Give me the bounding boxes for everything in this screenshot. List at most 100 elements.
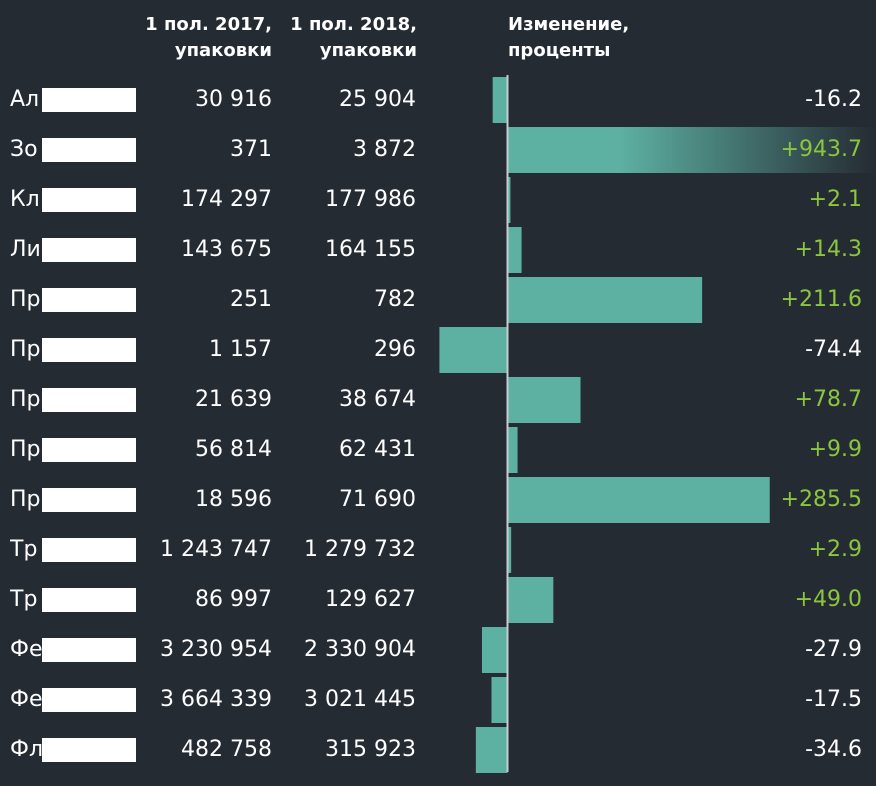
row-label: Фе: [10, 687, 43, 712]
value-2017: 143 675: [181, 237, 272, 262]
redaction-box: [42, 88, 136, 112]
change-label: +285.5: [780, 487, 862, 512]
change-bar: [508, 277, 703, 323]
table-row: Ли 143 675 164 155 +14.3: [0, 225, 876, 275]
redaction-box: [42, 188, 136, 212]
value-2017: 21 639: [195, 387, 272, 412]
value-2018: 782: [374, 287, 416, 312]
change-bar: [481, 627, 508, 673]
table-row: Пр 56 814 62 431 +9.9: [0, 425, 876, 475]
value-2018: 1 279 732: [304, 537, 416, 562]
redaction-box: [42, 588, 136, 612]
row-label: Кл: [10, 187, 40, 212]
value-2018: 296: [374, 337, 416, 362]
value-2017: 18 596: [195, 487, 272, 512]
redaction-box: [42, 638, 136, 662]
change-label: +14.3: [794, 237, 862, 262]
change-label: +49.0: [794, 587, 862, 612]
table-row: Пр 18 596 71 690 +285.5: [0, 475, 876, 525]
change-label: +943.7: [780, 137, 862, 162]
value-2018: 25 904: [339, 87, 416, 112]
row-label: Фе: [10, 637, 43, 662]
redaction-box: [42, 688, 136, 712]
value-2017: 1 157: [209, 337, 272, 362]
change-label: -74.4: [805, 337, 862, 362]
change-label: -16.2: [805, 87, 862, 112]
change-label: +2.9: [808, 537, 862, 562]
table-row: Зо 371 3 872 +943.7: [0, 125, 876, 175]
change-bar: [508, 377, 581, 423]
change-bar: [508, 477, 770, 523]
change-label: -17.5: [805, 687, 862, 712]
redaction-box: [42, 138, 136, 162]
change-bar: [508, 427, 518, 473]
value-2017: 3 230 954: [160, 637, 272, 662]
value-2018: 129 627: [325, 587, 416, 612]
value-2017: 30 916: [195, 87, 272, 112]
row-label: Пр: [10, 287, 41, 312]
row-label: Тр: [10, 587, 38, 612]
value-2018: 62 431: [339, 437, 416, 462]
value-2018: 3 872: [353, 137, 416, 162]
value-2017: 371: [230, 137, 272, 162]
table-row: Кл 174 297 177 986 +2.1: [0, 175, 876, 225]
table-row: Фе 3 664 339 3 021 445 -17.5: [0, 675, 876, 725]
redaction-box: [42, 438, 136, 462]
table-row: Пр 21 639 38 674 +78.7: [0, 375, 876, 425]
header-2018: 1 пол. 2018, упаковки: [290, 14, 417, 61]
change-label: -27.9: [805, 637, 862, 662]
row-label: Зо: [10, 137, 38, 162]
value-2017: 174 297: [181, 187, 272, 212]
change-bar: [475, 727, 508, 773]
value-2017: 482 758: [181, 737, 272, 762]
change-label: +9.9: [808, 437, 862, 462]
value-2018: 2 330 904: [304, 637, 416, 662]
redaction-box: [42, 538, 136, 562]
change-bar: [508, 527, 512, 573]
row-label: Пр: [10, 437, 41, 462]
redaction-box: [42, 338, 136, 362]
value-2017: 56 814: [195, 437, 272, 462]
redaction-box: [42, 388, 136, 412]
table-row: Пр 1 157 296 -74.4: [0, 325, 876, 375]
row-label: Пр: [10, 487, 41, 512]
header-2017: 1 пол. 2017, упаковки: [145, 14, 272, 61]
value-2017: 1 243 747: [160, 537, 272, 562]
change-label: -34.6: [805, 737, 862, 762]
change-label: +211.6: [780, 287, 862, 312]
change-bar: [492, 77, 508, 123]
value-2018: 38 674: [339, 387, 416, 412]
table-row: Тр 86 997 129 627 +49.0: [0, 575, 876, 625]
value-2018: 3 021 445: [304, 687, 416, 712]
value-2018: 315 923: [325, 737, 416, 762]
value-2018: 71 690: [339, 487, 416, 512]
value-2017: 251: [230, 287, 272, 312]
change-label: +2.1: [808, 187, 862, 212]
change-bar: [508, 177, 511, 223]
row-label: Фл: [10, 737, 43, 762]
value-2018: 164 155: [325, 237, 416, 262]
table-row: Ал 30 916 25 904 -16.2: [0, 75, 876, 125]
row-label: Тр: [10, 537, 38, 562]
table-row: Фл 482 758 315 923 -34.6: [0, 725, 876, 775]
redaction-box: [42, 488, 136, 512]
change-bar: [508, 227, 522, 273]
row-label: Ли: [10, 237, 41, 262]
redaction-box: [42, 238, 136, 262]
row-label: Пр: [10, 337, 41, 362]
table-row: Пр 251 782 +211.6: [0, 275, 876, 325]
header-change: Изменение, проценты: [508, 14, 630, 61]
row-label: Пр: [10, 387, 41, 412]
value-2017: 86 997: [195, 587, 272, 612]
change-bar: [491, 677, 508, 723]
table-row: Фе 3 230 954 2 330 904 -27.9: [0, 625, 876, 675]
redaction-box: [42, 738, 136, 762]
value-2018: 177 986: [325, 187, 416, 212]
change-label: +78.7: [794, 387, 862, 412]
change-bar: [508, 577, 554, 623]
redaction-box: [42, 288, 136, 312]
change-bar: [439, 327, 508, 373]
table-row: Тр 1 243 747 1 279 732 +2.9: [0, 525, 876, 575]
value-2017: 3 664 339: [160, 687, 272, 712]
